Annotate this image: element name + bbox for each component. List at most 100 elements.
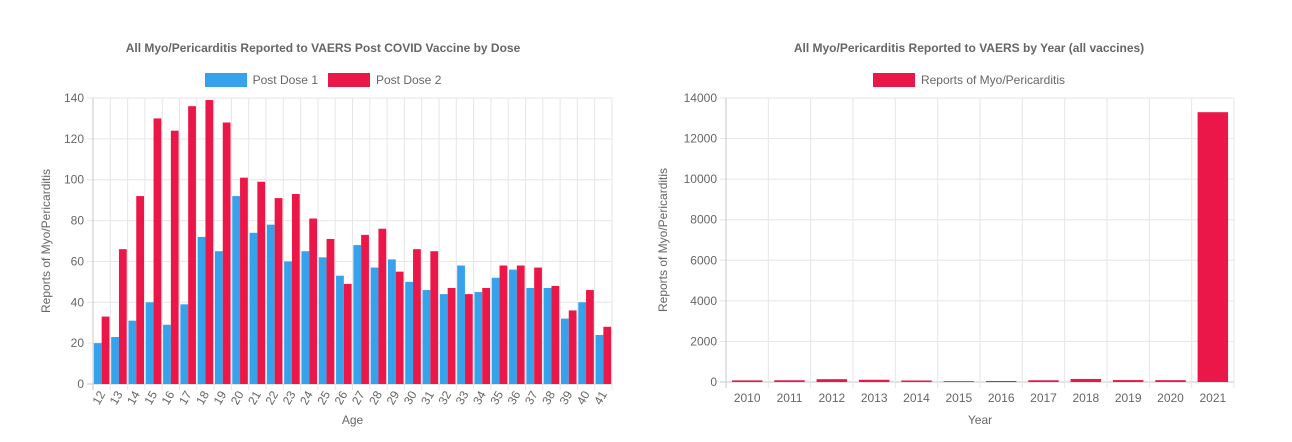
- bar-post-dose-1-20: [232, 196, 241, 384]
- y-tick-label: 0: [77, 377, 84, 391]
- x-tick-label: 2018: [1072, 391, 1099, 405]
- x-tick-label: 2010: [734, 391, 761, 405]
- bar-post-dose-2-14: [136, 196, 145, 384]
- x-tick-label: 19: [211, 388, 230, 407]
- bar-reports-of-myo-pericarditis-2011: [774, 380, 805, 382]
- bar-post-dose-2-19: [222, 122, 231, 384]
- y-tick-label: 0: [710, 375, 717, 389]
- y-axis-title: Reports of Myo/Pericarditis: [656, 168, 670, 312]
- bar-post-dose-2-24: [309, 218, 318, 384]
- bar-reports-of-myo-pericarditis-2018: [1070, 378, 1102, 382]
- x-tick-label: 39: [557, 388, 576, 407]
- bar-post-dose-2-26: [343, 283, 352, 384]
- y-tick-label: 140: [64, 91, 84, 105]
- x-tick-label: 41: [591, 388, 610, 407]
- x-tick-label: 33: [453, 388, 472, 407]
- bar-post-dose-2-35: [499, 265, 508, 384]
- bar-reports-of-myo-pericarditis-2020: [1155, 380, 1186, 382]
- x-tick-label: 2021: [1199, 391, 1226, 405]
- bar-reports-of-myo-pericarditis-2014: [901, 380, 932, 382]
- bar-post-dose-1-40: [578, 302, 587, 384]
- y-tick-label: 20: [71, 336, 85, 350]
- bar-post-dose-2-39: [568, 310, 577, 384]
- bar-post-dose-2-29: [395, 271, 404, 384]
- bar-post-dose-1-38: [543, 287, 552, 384]
- x-tick-label: 28: [366, 388, 385, 407]
- bar-post-dose-2-30: [413, 249, 421, 384]
- x-tick-label: 2019: [1115, 391, 1142, 405]
- bar-post-dose-2-22: [274, 198, 283, 384]
- bar-post-dose-1-37: [526, 287, 535, 384]
- legend-item-reports[interactable]: Reports of Myo/Pericarditis: [872, 73, 1066, 87]
- x-tick-label: 34: [470, 388, 489, 407]
- x-tick-label: 30: [401, 388, 420, 407]
- y-axis-title: Reports of Myo/Pericarditis: [39, 169, 53, 313]
- bar-post-dose-1-27: [353, 245, 362, 384]
- y-tick-label: 60: [71, 254, 85, 268]
- chart-legend: Reports of Myo/Pericarditis: [646, 73, 1292, 87]
- y-tick-label: 12000: [684, 132, 718, 146]
- x-tick-label: 13: [107, 388, 126, 407]
- bar-post-dose-1-31: [422, 290, 431, 384]
- x-tick-label: 21: [245, 388, 264, 407]
- legend-swatch-reports: [872, 73, 915, 87]
- x-tick-label: 36: [505, 388, 524, 407]
- bar-post-dose-1-21: [249, 232, 258, 384]
- bar-post-dose-1-28: [370, 267, 379, 384]
- legend-label-reports: Reports of Myo/Pericarditis: [920, 73, 1066, 87]
- bar-post-dose-2-33: [464, 294, 473, 384]
- chart-title: All Myo/Pericarditis Reported to VAERS b…: [793, 41, 1145, 55]
- bar-post-dose-2-31: [430, 251, 439, 384]
- x-tick-label: 14: [124, 388, 143, 407]
- x-tick-label: 12: [89, 388, 108, 407]
- legend-swatch-dose-1: [204, 73, 247, 87]
- x-tick-label: 24: [297, 388, 316, 407]
- chart-plot-by-year: 0 2000 4000 6000 8000 10000 12000 14000 2010 2011…: [656, 91, 1235, 427]
- x-tick-label: 17: [176, 388, 195, 407]
- bar-post-dose-2-16: [170, 130, 179, 384]
- bar-post-dose-2-13: [118, 249, 127, 384]
- y-tick-label: 6000: [690, 253, 717, 267]
- x-tick-label: 18: [193, 388, 212, 407]
- y-tick-label: 4000: [690, 294, 717, 308]
- y-tick-label: 100: [64, 173, 84, 187]
- bar-post-dose-1-41: [595, 334, 604, 384]
- x-tick-label: 22: [262, 388, 281, 407]
- x-tick-label: 2012: [818, 391, 845, 405]
- bar-post-dose-2-20: [240, 177, 248, 384]
- bar-post-dose-1-12: [93, 343, 102, 384]
- legend-label-dose-2: Post Dose 2: [376, 73, 442, 87]
- legend-item-dose-1[interactable]: Post Dose 1: [204, 73, 318, 87]
- bar-post-dose-1-32: [439, 294, 448, 384]
- bar-post-dose-1-15: [145, 302, 154, 384]
- y-tick-label: 8000: [690, 213, 717, 227]
- bar-post-dose-1-25: [318, 257, 327, 384]
- y-tick-label: 120: [64, 132, 84, 146]
- x-tick-label: 23: [280, 388, 299, 407]
- bar-reports-of-myo-pericarditis-2016: [985, 380, 1017, 382]
- bar-post-dose-2-17: [188, 106, 196, 385]
- x-tick-label: 2015: [945, 391, 972, 405]
- bar-post-dose-2-12: [101, 316, 110, 384]
- bar-post-dose-2-32: [447, 287, 456, 384]
- bar-post-dose-2-18: [205, 100, 214, 385]
- bar-reports-of-myo-pericarditis-2010: [731, 380, 763, 382]
- x-tick-label: 38: [539, 388, 558, 407]
- x-tick-label: 32: [435, 388, 454, 407]
- x-tick-label: 2017: [1030, 391, 1057, 405]
- bar-post-dose-1-29: [387, 259, 396, 384]
- legend-item-dose-2[interactable]: Post Dose 2: [328, 73, 441, 87]
- bar-reports-of-myo-pericarditis-2021: [1197, 112, 1229, 382]
- bar-reports-of-myo-pericarditis-2019: [1112, 380, 1144, 382]
- bar-post-dose-2-38: [551, 285, 560, 384]
- bar-post-dose-1-34: [474, 292, 483, 384]
- bar-post-dose-2-36: [516, 265, 525, 384]
- x-tick-label: 2020: [1157, 391, 1184, 405]
- y-tick-label: 2000: [690, 334, 717, 348]
- bar-post-dose-1-30: [405, 281, 414, 384]
- bar-reports-of-myo-pericarditis-2017: [1028, 380, 1059, 382]
- bar-post-dose-1-18: [197, 236, 206, 384]
- legend-label-dose-1: Post Dose 1: [252, 73, 318, 87]
- bar-post-dose-1-22: [266, 224, 275, 384]
- legend-swatch-dose-2: [328, 73, 370, 87]
